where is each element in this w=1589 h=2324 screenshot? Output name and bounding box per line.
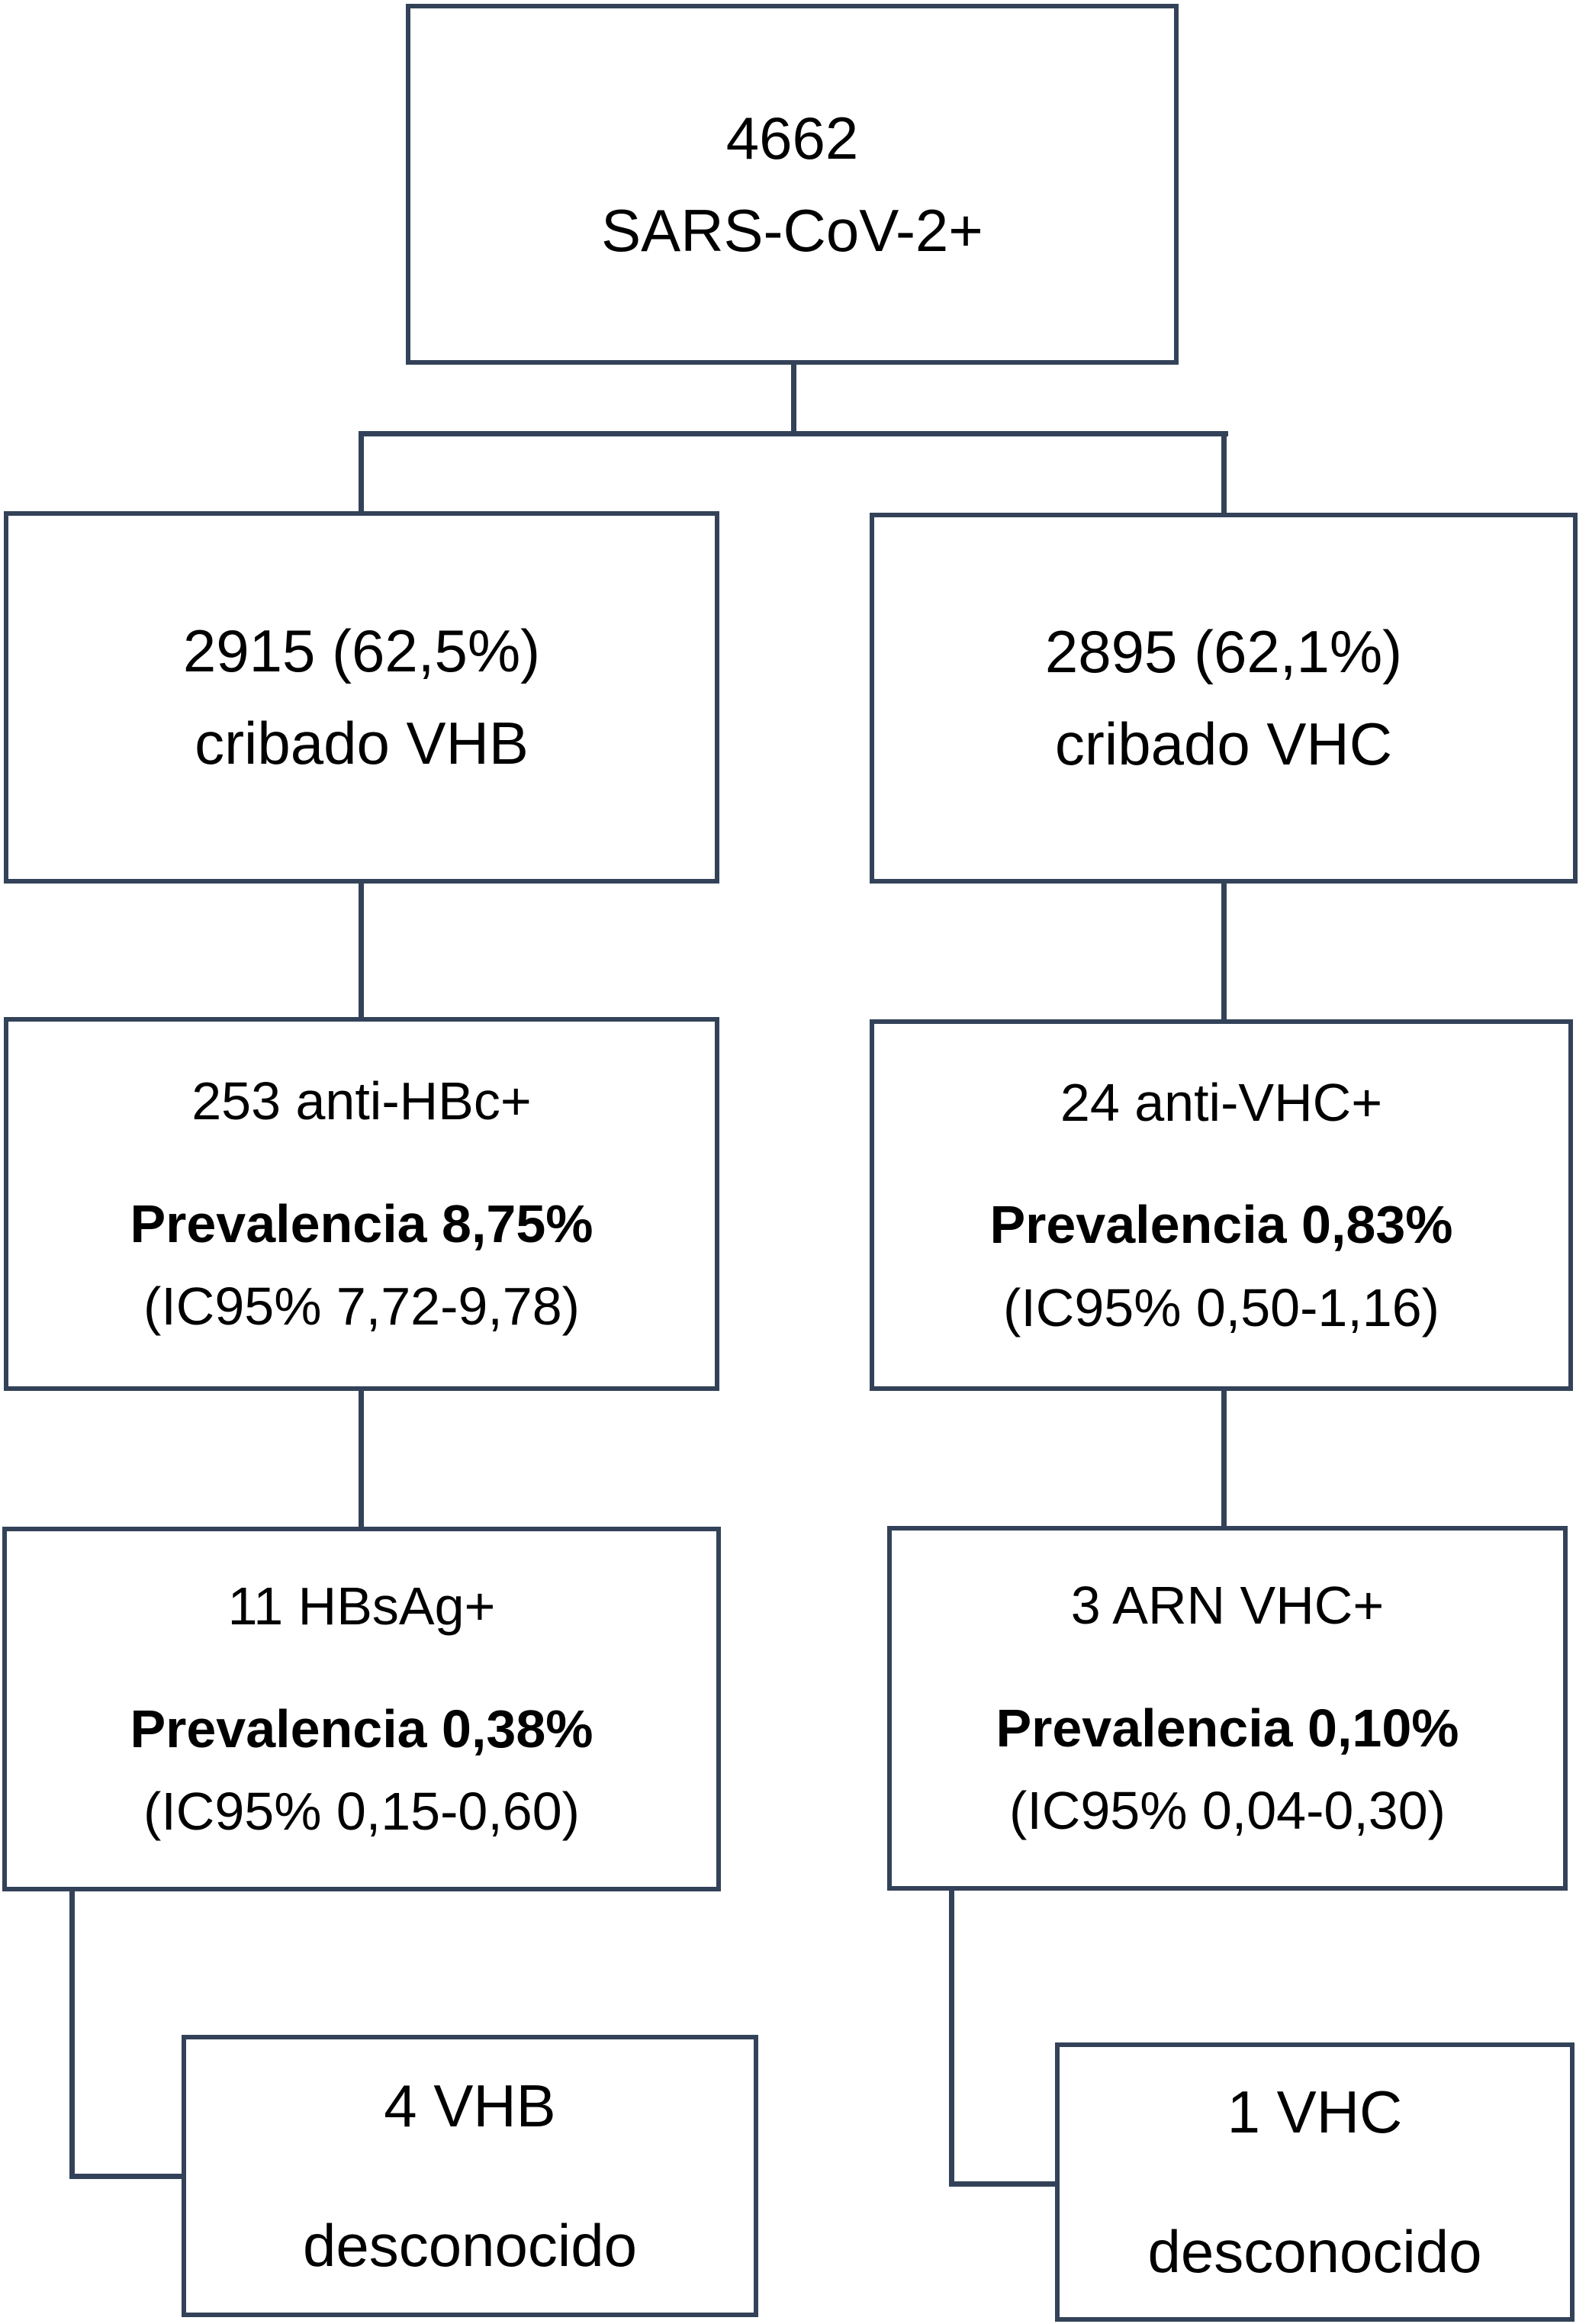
connector-hbsag-elbow <box>69 2174 184 2179</box>
connector-vhc-to-antivhc <box>1221 879 1227 1023</box>
arn-vhc-ic95: (IC95% 0,04-0,30) <box>1009 1781 1446 1841</box>
connector-arnvhc-down <box>949 1888 954 2187</box>
node-sars-cov2-total: 4662 SARS-CoV-2+ <box>406 4 1179 365</box>
node-anti-hbc: 253 anti-HBc+ Prevalencia 8,75% (IC95% 7… <box>4 1017 719 1391</box>
anti-hbc-count: 253 anti-HBc+ <box>191 1071 532 1131</box>
node-hbsag: 11 HBsAg+ Prevalencia 0,38% (IC95% 0,15-… <box>2 1527 721 1891</box>
anti-vhc-count: 24 anti-VHC+ <box>1060 1072 1383 1132</box>
connector-antihbc-to-hbsag <box>359 1387 364 1531</box>
arn-vhc-count: 3 ARN VHC+ <box>1070 1576 1385 1636</box>
hbsag-ic95: (IC95% 0,15-0,60) <box>143 1782 580 1842</box>
connector-root-stem <box>791 360 796 435</box>
vhc-desconocido-count: 1 VHC <box>1227 2078 1403 2146</box>
node-anti-vhc: 24 anti-VHC+ Prevalencia 0,83% (IC95% 0,… <box>870 1019 1573 1391</box>
connector-right-drop <box>1221 431 1227 517</box>
node-cribado-vhb: 2915 (62,5%) cribado VHB <box>4 511 719 884</box>
connector-hbsag-down <box>69 1888 75 2179</box>
cribado-vhc-count: 2895 (62,1%) <box>1044 618 1403 686</box>
cribado-vhb-count: 2915 (62,5%) <box>182 617 541 685</box>
node-cribado-vhc: 2895 (62,1%) cribado VHC <box>870 513 1578 884</box>
cribado-vhb-label: cribado VHB <box>195 710 529 777</box>
vhc-desconocido-label: desconocido <box>1147 2218 1482 2285</box>
connector-arnvhc-elbow <box>949 2181 1057 2187</box>
hbsag-prevalencia: Prevalencia 0,38% <box>130 1698 593 1759</box>
vhb-desconocido-count: 4 VHB <box>384 2072 556 2140</box>
anti-hbc-prevalencia: Prevalencia 8,75% <box>130 1193 593 1254</box>
total-count: 4662 <box>725 104 859 172</box>
hbsag-count: 11 HBsAg+ <box>227 1576 496 1637</box>
anti-hbc-ic95: (IC95% 7,72-9,78) <box>143 1276 580 1337</box>
node-vhb-desconocido: 4 VHB desconocido <box>182 2035 758 2317</box>
connector-antivhc-to-arnvhc <box>1221 1387 1227 1530</box>
cribado-vhc-label: cribado VHC <box>1054 710 1393 777</box>
node-arn-vhc: 3 ARN VHC+ Prevalencia 0,10% (IC95% 0,04… <box>887 1526 1568 1891</box>
node-vhc-desconocido: 1 VHC desconocido <box>1055 2042 1575 2322</box>
arn-vhc-prevalencia: Prevalencia 0,10% <box>996 1698 1459 1758</box>
connector-split-bar <box>359 431 1228 436</box>
total-label: SARS-CoV-2+ <box>601 196 983 264</box>
anti-vhc-ic95: (IC95% 0,50-1,16) <box>1003 1277 1439 1337</box>
connector-vhb-to-antihbc <box>359 879 364 1021</box>
connector-left-drop <box>359 431 364 515</box>
anti-vhc-prevalencia: Prevalencia 0,83% <box>989 1195 1453 1255</box>
vhb-desconocido-label: desconocido <box>303 2212 637 2279</box>
